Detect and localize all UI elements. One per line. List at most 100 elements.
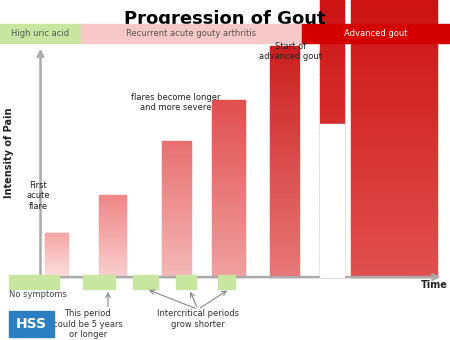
Bar xyxy=(320,74,344,80)
Bar xyxy=(270,107,299,112)
Bar xyxy=(45,259,68,260)
Bar xyxy=(320,31,344,36)
Bar xyxy=(162,159,191,161)
Bar xyxy=(320,46,344,51)
Bar xyxy=(99,256,126,258)
Bar xyxy=(162,152,191,155)
Bar xyxy=(270,223,299,227)
Bar xyxy=(351,185,436,190)
Bar xyxy=(99,222,126,224)
Bar xyxy=(270,96,299,100)
Bar xyxy=(162,216,191,218)
Bar xyxy=(212,215,245,218)
Bar xyxy=(320,195,344,200)
Bar xyxy=(212,241,245,245)
Bar xyxy=(351,108,436,113)
Bar xyxy=(351,36,436,41)
Bar xyxy=(351,7,436,12)
Bar xyxy=(99,258,126,259)
Bar xyxy=(351,2,436,7)
Bar xyxy=(212,174,245,177)
Bar xyxy=(351,65,436,70)
Bar xyxy=(162,256,191,259)
Bar xyxy=(218,275,235,289)
Bar xyxy=(99,262,126,264)
Bar xyxy=(99,236,126,238)
Bar xyxy=(320,262,344,268)
Bar xyxy=(212,221,245,224)
Bar xyxy=(351,195,436,200)
Bar xyxy=(270,227,299,231)
Bar xyxy=(45,260,68,261)
Bar xyxy=(351,209,436,215)
Bar xyxy=(99,216,126,217)
Bar xyxy=(351,272,436,277)
Bar xyxy=(99,271,126,273)
Bar xyxy=(320,181,344,186)
Bar xyxy=(45,272,68,273)
Bar xyxy=(162,254,191,257)
Bar xyxy=(320,200,344,205)
Bar xyxy=(212,135,245,139)
Bar xyxy=(320,0,344,3)
Bar xyxy=(45,238,68,239)
Bar xyxy=(320,132,344,137)
Bar xyxy=(162,161,191,164)
Bar xyxy=(212,176,245,180)
Bar xyxy=(320,99,344,104)
Bar xyxy=(45,268,68,269)
Text: Intensity of Pain: Intensity of Pain xyxy=(4,108,14,198)
Bar xyxy=(212,271,245,274)
Bar xyxy=(45,236,68,237)
Bar xyxy=(351,176,436,181)
Bar xyxy=(270,88,299,92)
Bar xyxy=(45,255,68,256)
Bar xyxy=(99,207,126,209)
Bar xyxy=(212,115,245,118)
Bar xyxy=(212,159,245,162)
Bar xyxy=(212,256,245,259)
Bar xyxy=(162,225,191,227)
Text: High uric acid: High uric acid xyxy=(11,29,70,38)
Bar xyxy=(45,270,68,271)
Bar xyxy=(212,103,245,106)
Bar xyxy=(99,231,126,232)
Bar xyxy=(270,130,299,135)
Bar xyxy=(351,205,436,210)
Bar xyxy=(45,275,68,276)
Bar xyxy=(351,79,436,84)
Bar xyxy=(320,176,344,181)
Bar xyxy=(162,252,191,254)
Bar xyxy=(162,191,191,193)
Bar xyxy=(162,266,191,268)
Bar xyxy=(162,270,191,273)
Bar xyxy=(212,200,245,203)
Bar xyxy=(212,126,245,130)
Bar xyxy=(320,243,344,248)
Bar xyxy=(320,205,344,210)
Bar xyxy=(270,254,299,258)
Bar xyxy=(45,248,68,249)
Bar xyxy=(351,248,436,253)
Bar xyxy=(351,74,436,80)
Bar xyxy=(45,244,68,245)
Bar xyxy=(270,250,299,254)
Bar xyxy=(270,273,299,277)
Bar xyxy=(351,118,436,123)
Bar xyxy=(351,152,436,157)
Bar xyxy=(83,275,115,289)
Bar xyxy=(212,236,245,239)
Bar xyxy=(99,210,126,212)
Bar xyxy=(162,198,191,200)
Bar xyxy=(212,147,245,150)
Bar xyxy=(320,2,344,7)
Bar xyxy=(270,134,299,138)
Bar xyxy=(99,275,126,277)
Bar xyxy=(45,257,68,258)
Bar xyxy=(212,141,245,144)
Bar xyxy=(351,156,436,162)
Bar xyxy=(99,269,126,270)
Bar xyxy=(270,188,299,192)
Bar xyxy=(212,144,245,148)
Bar xyxy=(162,211,191,214)
